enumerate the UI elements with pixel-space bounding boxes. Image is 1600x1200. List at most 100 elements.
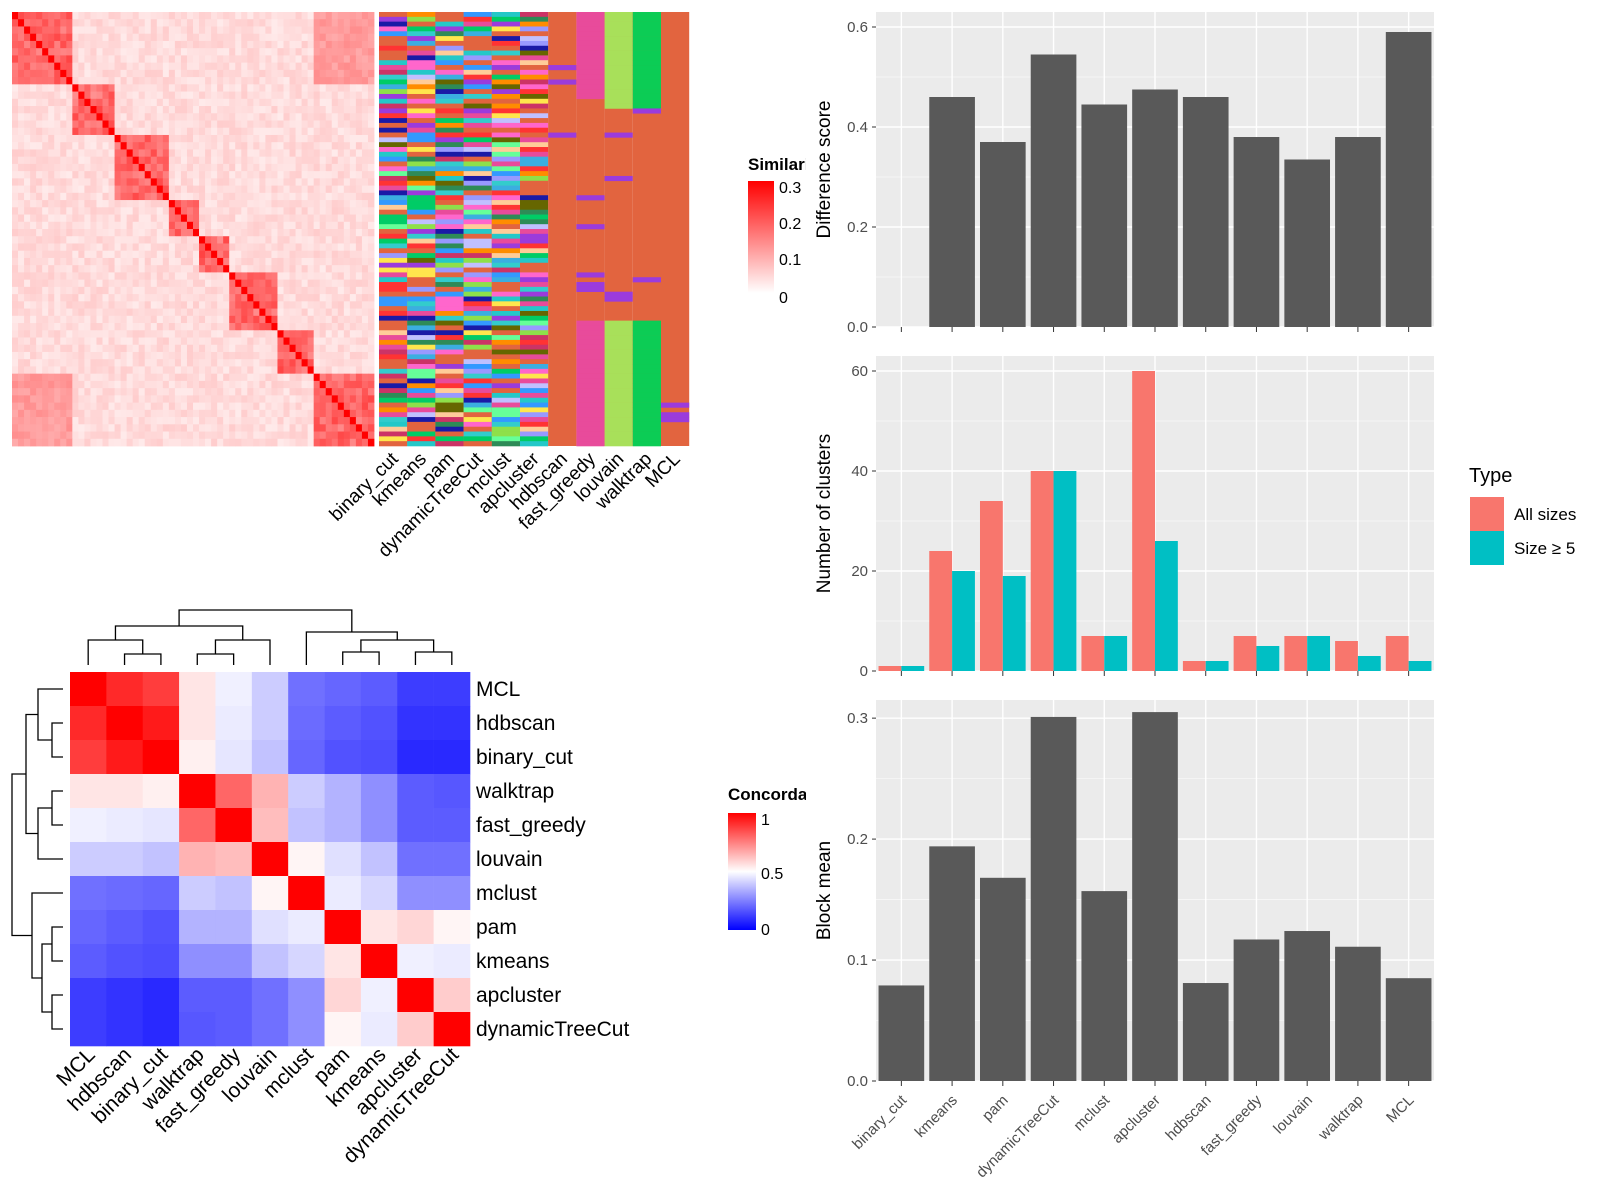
similarity-cell <box>253 380 260 389</box>
similarity-cell <box>199 91 206 100</box>
similarity-cell <box>162 163 170 172</box>
annotation-cell <box>407 253 436 259</box>
similarity-cell <box>259 308 266 317</box>
similarity-cell <box>271 417 278 425</box>
similarity-cell <box>168 221 176 230</box>
similarity-cell <box>205 279 212 288</box>
annotation-cell <box>604 354 633 360</box>
similarity-cell <box>223 127 230 136</box>
annotation-cell <box>435 277 464 283</box>
annotation-cell <box>407 122 436 129</box>
similarity-cell <box>156 388 164 396</box>
similarity-cell <box>36 221 43 230</box>
annotation-cell <box>379 185 408 191</box>
similarity-cell <box>156 55 164 64</box>
similarity-cell <box>150 351 158 360</box>
similarity-cell <box>120 257 128 266</box>
similarity-cell <box>295 380 302 389</box>
similarity-cell <box>271 301 278 309</box>
similarity-cell <box>132 19 140 27</box>
similarity-cell <box>54 330 61 338</box>
similarity-cell <box>235 236 242 244</box>
similarity-cell <box>72 265 79 273</box>
similarity-cell <box>265 127 272 136</box>
similarity-cell <box>253 149 260 158</box>
similarity-cell <box>144 315 152 324</box>
similarity-cell <box>307 171 315 179</box>
similarity-cell <box>355 84 363 92</box>
annotation-cell <box>491 277 520 283</box>
similarity-cell <box>66 366 73 375</box>
annotation-cell <box>407 421 436 428</box>
similarity-cell <box>138 431 146 440</box>
annotation-cell <box>463 151 492 157</box>
similarity-cell <box>150 134 158 143</box>
similarity-cell <box>193 62 200 71</box>
similarity-cell <box>343 192 351 201</box>
similarity-cell <box>295 395 302 403</box>
similarity-cell <box>349 315 357 324</box>
similarity-cell <box>12 214 19 223</box>
similarity-cell <box>78 330 85 338</box>
similarity-cell <box>90 84 97 92</box>
similarity-cell <box>36 200 43 208</box>
similarity-cell <box>186 236 194 244</box>
similarity-cell <box>66 178 73 186</box>
similarity-cell <box>90 344 97 353</box>
similarity-cell <box>102 48 109 56</box>
similarity-cell <box>361 272 369 281</box>
annotation-cell <box>632 55 661 61</box>
similarity-cell <box>96 395 103 403</box>
similarity-cell <box>174 69 182 78</box>
similarity-cell <box>313 373 321 382</box>
annotation-cell <box>520 69 549 75</box>
similarity-cell <box>108 301 115 309</box>
bar-size-ge-5 <box>1155 541 1178 671</box>
annotation-cell <box>435 161 464 167</box>
similarity-cell <box>138 84 146 92</box>
similarity-cell <box>199 55 206 64</box>
annotation-cell <box>435 301 464 307</box>
similarity-cell <box>367 417 375 425</box>
similarity-cell <box>102 373 109 382</box>
annotation-cell <box>379 93 408 100</box>
similarity-cell <box>180 323 188 331</box>
similarity-cell <box>229 337 236 346</box>
similarity-cell <box>235 106 242 114</box>
similarity-cell <box>367 301 375 309</box>
similarity-cell <box>60 380 67 389</box>
concordance-cell <box>215 978 253 1013</box>
concordance-cell <box>324 706 362 741</box>
similarity-cell <box>217 395 224 403</box>
similarity-cell <box>235 214 242 223</box>
similarity-cell <box>60 48 67 56</box>
similarity-cell <box>307 257 315 266</box>
similarity-cell <box>42 366 49 375</box>
similarity-cell <box>108 171 115 179</box>
similarity-cell <box>108 417 115 425</box>
similarity-cell <box>132 163 140 172</box>
similarity-cell <box>90 214 97 223</box>
similarity-cell <box>36 156 43 165</box>
similarity-cell <box>54 279 61 288</box>
similarity-cell <box>24 163 31 172</box>
similarity-cell <box>337 142 345 150</box>
similarity-cell <box>78 337 85 346</box>
similarity-cell <box>114 236 121 244</box>
similarity-cell <box>30 351 37 360</box>
similarity-cell <box>283 301 290 309</box>
similarity-cell <box>367 33 375 42</box>
annotation-cell <box>520 175 549 182</box>
similarity-cell <box>211 424 218 432</box>
similarity-cell <box>174 156 182 165</box>
similarity-cell <box>90 221 97 230</box>
annotation-cell <box>435 166 464 172</box>
similarity-cell <box>361 106 369 114</box>
similarity-cell <box>193 221 200 230</box>
similarity-cell <box>186 178 194 186</box>
similarity-cell <box>229 301 236 309</box>
annotation-cell <box>379 113 408 119</box>
similarity-cell <box>102 402 109 411</box>
annotation-cell <box>435 190 464 196</box>
similarity-cell <box>247 26 254 35</box>
